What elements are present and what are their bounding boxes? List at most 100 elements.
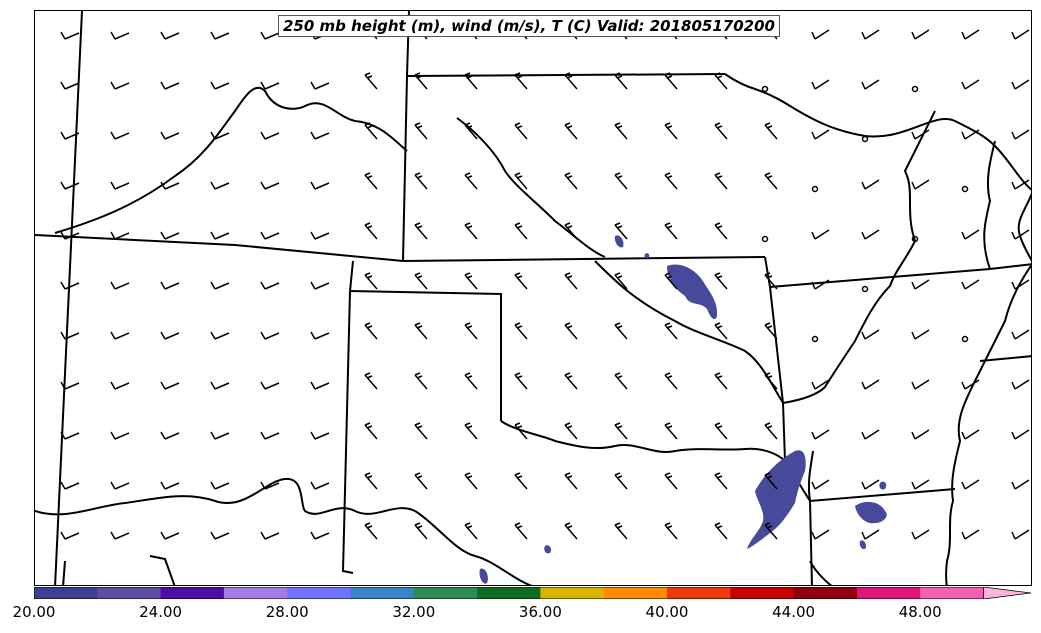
- shaded-region: [855, 501, 887, 524]
- colorbar-segment: [603, 587, 668, 599]
- wind-barb: [664, 172, 678, 190]
- wind-barb: [861, 179, 880, 190]
- wind-barb: [861, 379, 880, 390]
- river-arkansas-north: [54, 86, 408, 234]
- calm-wind-marker: [811, 185, 819, 193]
- colorbar-tick-label: 36.00: [518, 603, 562, 621]
- calm-wind-marker: [961, 185, 969, 193]
- colorbar-extend-arrow: [983, 587, 1032, 599]
- wind-barb: [714, 472, 728, 490]
- wind-barb: [260, 381, 280, 390]
- wind-barb: [310, 381, 330, 390]
- wind-barb: [260, 331, 280, 340]
- plot-title: 250 mb height (m), wind (m/s), T (C) Val…: [278, 15, 780, 37]
- wind-barb: [364, 472, 378, 490]
- wind-barb: [364, 122, 378, 140]
- wind-barb: [110, 531, 130, 540]
- wind-barb: [811, 29, 830, 40]
- wind-barb: [564, 72, 578, 90]
- wind-barb: [664, 222, 678, 240]
- border-az-nm: [62, 560, 66, 585]
- wind-barb: [1011, 79, 1030, 90]
- wind-barb: [260, 181, 280, 190]
- wind-barb: [210, 331, 230, 340]
- wind-barb: [110, 31, 130, 40]
- wind-barb: [160, 431, 180, 440]
- border-ks-west: [402, 75, 408, 262]
- wind-barb: [60, 81, 80, 90]
- colorbar-tick-label: 28.00: [265, 603, 309, 621]
- wind-barb: [1011, 379, 1030, 390]
- wind-barb: [210, 431, 230, 440]
- wind-barb: [260, 531, 280, 540]
- wind-barb: [464, 372, 478, 390]
- wind-barb: [260, 81, 280, 90]
- wind-barb: [911, 29, 930, 40]
- colorbar-tick-label: 48.00: [898, 603, 942, 621]
- wind-barb: [764, 522, 778, 540]
- wind-barb: [714, 422, 728, 440]
- wind-barb: [160, 531, 180, 540]
- wind-barb: [160, 181, 180, 190]
- colorbar-segment: [667, 587, 731, 599]
- wind-barb: [614, 172, 628, 190]
- wind-barb: [714, 372, 728, 390]
- wind-barb: [911, 129, 930, 140]
- wind-barb: [614, 72, 628, 90]
- border-tx-panhandle-west: [341, 290, 354, 574]
- calm-wind-marker: [961, 335, 969, 343]
- wind-barb: [464, 122, 478, 140]
- wind-barb: [514, 72, 528, 90]
- wind-barb: [1011, 229, 1030, 240]
- wind-barb: [764, 322, 778, 340]
- colorbar-tick-label: 20.00: [12, 603, 56, 621]
- wind-barb: [160, 231, 180, 240]
- map-canvas: [35, 11, 1031, 585]
- river-platte: [35, 477, 533, 585]
- wind-barb: [260, 231, 280, 240]
- wind-barb: [160, 131, 180, 140]
- wind-barb: [60, 481, 80, 490]
- colorbar-segment: [160, 587, 225, 599]
- wind-barb: [911, 529, 930, 540]
- wind-barb: [514, 272, 528, 290]
- wind-barb: [961, 479, 980, 490]
- wind-barb: [310, 331, 330, 340]
- wind-barb: [564, 322, 578, 340]
- shaded-region: [544, 545, 552, 554]
- calm-wind-marker: [911, 85, 919, 93]
- border-mo-ar: [769, 268, 991, 288]
- wind-barb: [714, 522, 728, 540]
- wind-barb: [861, 79, 880, 90]
- shaded-region: [614, 235, 624, 248]
- wind-barb: [210, 81, 230, 90]
- calm-wind-marker: [861, 135, 869, 143]
- wind-barb: [160, 381, 180, 390]
- wind-barb: [414, 472, 428, 490]
- colorbar-segment: [350, 587, 415, 599]
- wind-barb: [564, 522, 578, 540]
- river-lower-ms: [945, 264, 1031, 585]
- shaded-region: [667, 264, 718, 320]
- wind-barb: [614, 522, 628, 540]
- wind-barb: [364, 172, 378, 190]
- wind-barb: [160, 331, 180, 340]
- wind-barb: [210, 531, 230, 540]
- wind-barb: [364, 222, 378, 240]
- wind-barb: [310, 531, 330, 540]
- wind-barb: [861, 529, 880, 540]
- wind-barb: [961, 29, 980, 40]
- wind-barb: [911, 279, 930, 290]
- wind-barb: [1011, 179, 1030, 190]
- wind-barb: [260, 281, 280, 290]
- wind-barb: [514, 322, 528, 340]
- wind-barb: [364, 522, 378, 540]
- shaded-region: [747, 450, 806, 549]
- calm-wind-marker: [761, 235, 769, 243]
- wind-barb: [60, 281, 80, 290]
- wind-barb: [364, 272, 378, 290]
- border-co-ne-ks-west: [54, 11, 83, 585]
- wind-barb: [861, 29, 880, 40]
- wind-barb: [514, 422, 528, 440]
- wind-barb: [811, 429, 830, 440]
